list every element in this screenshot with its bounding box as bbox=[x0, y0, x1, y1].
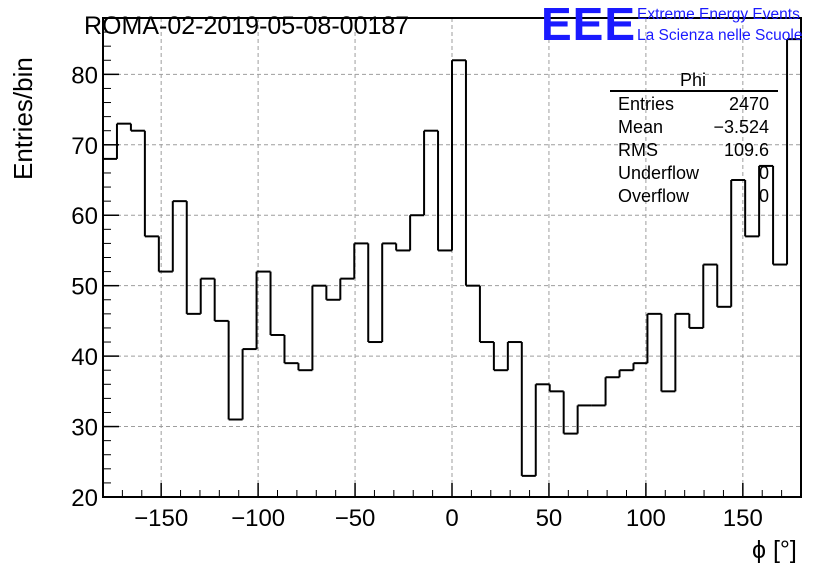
stats-label: Overflow bbox=[618, 186, 690, 206]
x-axis: −150 −100 −50 0 50 100 150 bbox=[102, 483, 802, 532]
y-tick-label: 50 bbox=[71, 274, 98, 301]
stats-value: 2470 bbox=[729, 94, 769, 114]
y-tick-label: 80 bbox=[71, 62, 98, 89]
y-axis-label: Entries/bin bbox=[8, 57, 38, 180]
histogram-series bbox=[103, 38, 801, 477]
y-tick-label: 30 bbox=[71, 415, 98, 442]
stats-title: Phi bbox=[680, 70, 706, 90]
stats-value: 0 bbox=[759, 186, 769, 206]
x-tick-label: 100 bbox=[626, 505, 666, 532]
y-tick-label: 60 bbox=[71, 203, 98, 230]
x-tick-label: −50 bbox=[335, 505, 376, 532]
eee-logo: EEE Extreme Energy Events La Scienza nel… bbox=[541, 0, 802, 50]
stats-label: Entries bbox=[618, 94, 674, 114]
stats-value: −3.524 bbox=[713, 117, 769, 137]
logo-line-1: Extreme Energy Events bbox=[637, 6, 800, 23]
grid-lines bbox=[103, 18, 801, 497]
x-tick-label: 50 bbox=[536, 505, 563, 532]
stats-label: RMS bbox=[618, 140, 658, 160]
stats-rows: Entries 2470 Mean −3.524 RMS 109.6 Underflow 0 O… bbox=[618, 94, 769, 206]
y-tick-label: 70 bbox=[71, 133, 98, 160]
x-tick-label: −150 bbox=[134, 505, 188, 532]
x-tick-label: 150 bbox=[723, 505, 763, 532]
x-tick-label: 0 bbox=[445, 505, 458, 532]
x-tick-label: −100 bbox=[231, 505, 285, 532]
logo-mark: EEE bbox=[541, 0, 636, 50]
stats-label: Underflow bbox=[618, 163, 700, 183]
logo-line-2: La Scienza nelle Scuole bbox=[637, 27, 802, 44]
chart-title: ROMA-02-2019-05-08-00187 bbox=[84, 12, 409, 40]
stats-value: 0 bbox=[759, 163, 769, 183]
stats-value: 109.6 bbox=[724, 140, 769, 160]
x-axis-label: ϕ [°] bbox=[752, 536, 797, 564]
stats-box: Phi Entries 2470 Mean −3.524 RMS 109.6 Underfl… bbox=[610, 70, 778, 206]
y-tick-label: 20 bbox=[71, 485, 98, 512]
stats-label: Mean bbox=[618, 117, 663, 137]
y-axis: 20 30 40 50 60 70 80 bbox=[71, 17, 119, 512]
y-tick-label: 40 bbox=[71, 344, 98, 371]
